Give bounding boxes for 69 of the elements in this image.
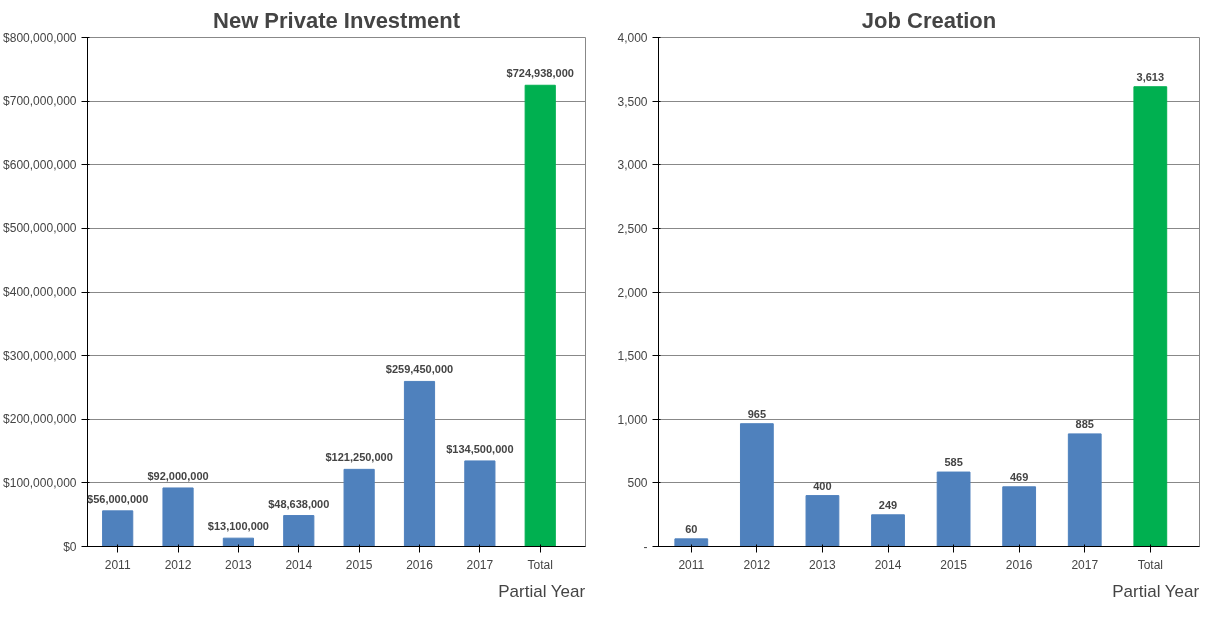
data-label: 400	[813, 479, 832, 492]
text: Partial Year	[1112, 581, 1200, 601]
x-tick-label: 2011	[104, 557, 131, 572]
x-tick-label: 2017	[466, 557, 494, 572]
y-tick-label: -	[643, 540, 648, 554]
data-label: $92,000,000	[147, 469, 209, 482]
y-tick-label: $200,000,000	[3, 412, 77, 427]
y-tick-label: 1,000	[617, 412, 648, 427]
bar	[1067, 433, 1102, 547]
data-label: 249	[878, 498, 898, 511]
x-tick-label: Total	[1137, 557, 1163, 572]
bar	[871, 514, 905, 547]
y-tick-label: $0	[63, 539, 77, 554]
x-tick-label: 2012	[743, 557, 771, 572]
data-label: $134,500,000	[446, 442, 514, 455]
bar	[162, 487, 194, 547]
data-label: 60	[685, 522, 698, 535]
bar	[283, 515, 315, 547]
text: Partial Year	[498, 581, 586, 601]
data-label: $48,638,000	[268, 497, 330, 510]
bar	[464, 460, 496, 547]
x-tick-label: 2015	[345, 557, 373, 572]
bar	[936, 471, 971, 547]
x-tick-label: 2013	[225, 557, 253, 572]
bar	[674, 538, 709, 547]
bar	[524, 84, 556, 547]
bar	[403, 380, 436, 547]
y-tick-label: $600,000,000	[3, 157, 77, 172]
y-tick-label: $700,000,000	[3, 94, 77, 109]
data-label: 585	[944, 456, 963, 469]
y-tick-label: 3,000	[617, 158, 648, 173]
y-tick-label: $100,000,000	[3, 475, 77, 490]
data-label: $259,450,000	[385, 363, 454, 376]
y-tick-label: 4,000	[617, 31, 648, 45]
data-label: 885	[1075, 417, 1094, 430]
bar	[343, 468, 375, 547]
bar	[102, 510, 134, 547]
y-tick-label: 2,000	[617, 285, 648, 300]
bar	[739, 423, 774, 547]
x-tick-label: 2015	[940, 557, 968, 572]
y-tick-label: $800,000,000	[3, 30, 77, 45]
data-label: $13,100,000	[207, 520, 269, 533]
y-tick-label: $300,000,000	[3, 348, 77, 363]
y-tick-label: 3,500	[617, 94, 648, 109]
x-tick-label: 2013	[809, 557, 837, 572]
x-tick-label: Total	[527, 557, 553, 572]
chart-title: New Private Investment	[213, 7, 461, 33]
y-tick-label: 2,500	[617, 221, 648, 236]
x-tick-label: 2016	[406, 557, 434, 572]
data-label: $121,250,000	[325, 451, 393, 464]
y-tick-label: 1,500	[617, 349, 648, 364]
x-tick-label: 2014	[874, 557, 902, 572]
x-tick-label: 2012	[164, 557, 192, 572]
y-tick-label: 500	[627, 476, 648, 491]
x-tick-label: 2016	[1005, 557, 1033, 572]
data-label: 469	[1009, 470, 1029, 483]
bar	[222, 537, 254, 547]
x-tick-label: 2011	[678, 557, 705, 572]
x-tick-label: 2014	[285, 557, 313, 572]
data-label: $724,938,000	[506, 67, 574, 80]
y-tick-label: $400,000,000	[3, 285, 77, 299]
data-label: 3,613	[1136, 70, 1165, 83]
bar	[1002, 486, 1037, 547]
bar	[805, 495, 840, 547]
bar	[1133, 86, 1168, 547]
data-label: 965	[747, 407, 767, 420]
y-tick-label: $500,000,000	[3, 221, 77, 236]
x-tick-label: 2017	[1071, 557, 1099, 572]
chart-title: Job Creation	[861, 7, 997, 33]
